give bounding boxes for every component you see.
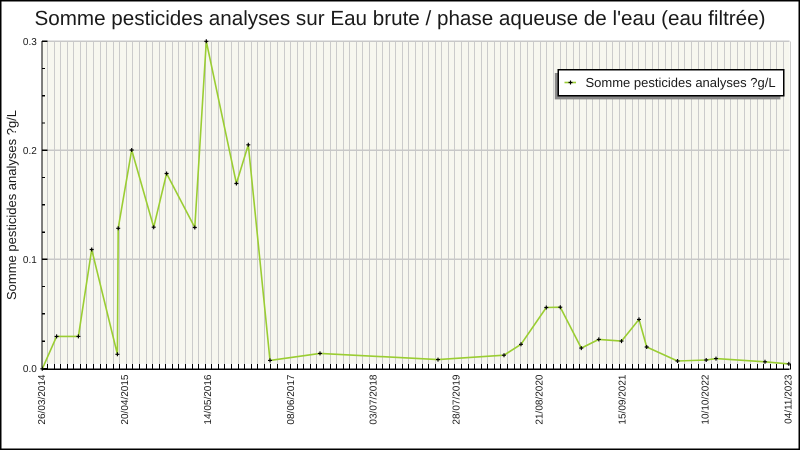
svg-text:0.0: 0.0 (23, 364, 37, 375)
svg-text:04/11/2023: 04/11/2023 (783, 374, 794, 424)
svg-text:Somme pesticides analyses ?g/L: Somme pesticides analyses ?g/L (4, 110, 19, 300)
svg-text:14/05/2016: 14/05/2016 (203, 374, 214, 424)
svg-text:28/07/2019: 28/07/2019 (452, 374, 463, 424)
svg-text:Somme pesticides analyses ?g/L: Somme pesticides analyses ?g/L (586, 75, 776, 90)
svg-text:10/10/2022: 10/10/2022 (700, 374, 711, 424)
svg-text:0.3: 0.3 (23, 37, 37, 48)
svg-text:0.1: 0.1 (23, 255, 37, 266)
svg-text:20/04/2015: 20/04/2015 (120, 374, 131, 424)
svg-text:21/08/2020: 21/08/2020 (535, 374, 546, 424)
svg-text:Somme pesticides analyses sur: Somme pesticides analyses sur Eau brute … (35, 7, 766, 30)
svg-text:03/07/2018: 03/07/2018 (369, 374, 380, 424)
svg-text:08/06/2017: 08/06/2017 (286, 374, 297, 424)
svg-text:0.2: 0.2 (23, 146, 37, 157)
svg-text:15/09/2021: 15/09/2021 (618, 374, 629, 424)
svg-text:26/03/2014: 26/03/2014 (37, 374, 48, 424)
